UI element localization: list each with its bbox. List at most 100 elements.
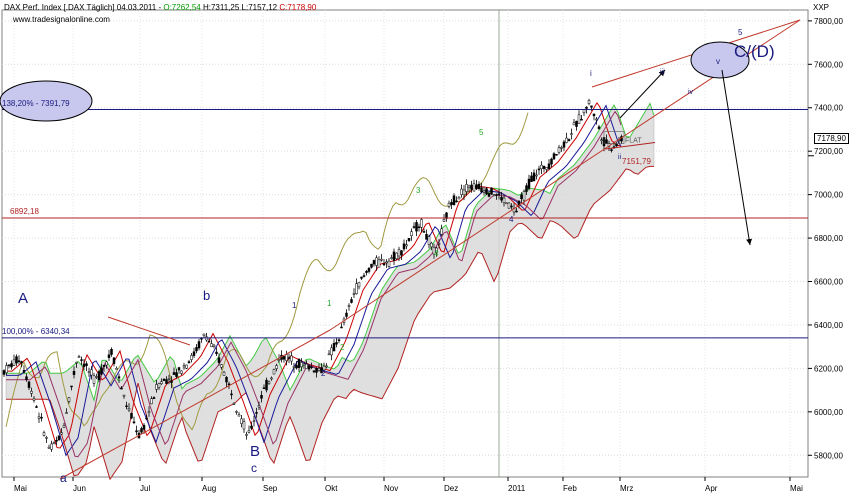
candle-body <box>232 403 236 405</box>
y-tick-label: 6800,00 <box>814 234 843 243</box>
candle-body <box>212 344 216 348</box>
wave-label-a: a <box>60 471 67 485</box>
wave-label-2: 2 <box>321 369 326 378</box>
candle-body <box>375 257 378 266</box>
x-tick-label: Apr <box>705 484 718 493</box>
green-label-4: 4 <box>434 249 439 258</box>
candle-body <box>495 194 498 196</box>
candle-body <box>170 380 173 383</box>
candle-body <box>172 372 176 375</box>
candle-body <box>392 251 396 261</box>
candle-body <box>32 398 36 401</box>
candle-body <box>425 234 428 240</box>
moving-average-1 <box>6 101 622 449</box>
candle-body <box>445 212 448 219</box>
candle-body <box>215 351 218 355</box>
candle-body <box>110 349 113 355</box>
candle-body <box>95 376 98 378</box>
candle-body <box>592 113 596 117</box>
candle-body <box>287 357 291 359</box>
candle-body <box>615 143 618 147</box>
candle-body <box>590 105 593 108</box>
candle-body <box>12 359 16 366</box>
candle-body <box>42 432 46 436</box>
candle-body <box>277 359 281 361</box>
candle-body <box>335 342 338 345</box>
candle-body <box>147 411 151 413</box>
candle-body <box>357 282 361 288</box>
candle-body <box>562 141 566 148</box>
candle-body <box>585 106 588 109</box>
candle-body <box>402 243 406 250</box>
chart-header: DAX Perf. Index [.DAX Täglich] 04.03.201… <box>4 3 316 12</box>
candle-body <box>542 165 546 169</box>
candle-body <box>145 417 148 420</box>
candle-body <box>272 369 276 375</box>
candle-body <box>30 391 33 394</box>
candle-body <box>340 326 343 329</box>
candle-body <box>107 354 111 358</box>
candle-body <box>20 361 23 364</box>
candle-body <box>75 361 78 364</box>
candle-body <box>60 432 63 435</box>
x-tick-label: Aug <box>202 484 216 493</box>
candle-body <box>220 364 223 368</box>
candle-body <box>505 202 508 205</box>
candle-body <box>105 361 108 366</box>
candle-body <box>332 343 336 352</box>
candle-body <box>557 147 561 153</box>
lagging-line <box>5 112 529 431</box>
header-title: DAX Perf. Index [.DAX Täglich] 04.03.201… <box>4 3 162 12</box>
candle-body <box>547 163 551 169</box>
candle-body <box>490 187 493 195</box>
candle-body <box>160 381 163 384</box>
candle-body <box>467 185 471 188</box>
candle-body <box>130 412 133 419</box>
candle-body <box>382 263 386 266</box>
candle-body <box>365 270 368 273</box>
candle-body <box>195 347 198 352</box>
candle-body <box>37 416 41 419</box>
candle-body <box>552 153 556 160</box>
candle-body <box>515 210 518 213</box>
candle-body <box>442 219 446 222</box>
candle-body <box>140 428 143 433</box>
candle-body <box>167 378 171 380</box>
candle-body <box>132 421 136 424</box>
candle-body <box>150 398 153 405</box>
candle-body <box>70 385 73 388</box>
candle-body <box>412 226 416 228</box>
candle-body <box>317 368 321 371</box>
candle-body <box>435 247 438 253</box>
candle-body <box>230 393 233 396</box>
candle-body <box>345 312 348 317</box>
wave-label-top5: 5 <box>738 28 743 37</box>
x-tick-label: Mai <box>14 484 27 493</box>
flat-box <box>603 131 625 144</box>
candle-body <box>260 395 263 399</box>
candle-body <box>352 293 356 295</box>
candle-body <box>97 371 101 380</box>
candle-body <box>527 178 531 189</box>
candle-body <box>217 357 221 363</box>
candle-body <box>430 242 433 248</box>
candle-body <box>25 376 28 380</box>
candle-body <box>535 174 538 177</box>
y-tick-label: 5800,00 <box>814 451 843 460</box>
axis-tag: XXP <box>813 3 830 12</box>
candle-body <box>605 139 608 144</box>
candle-body <box>545 167 548 170</box>
candle-body <box>452 195 456 205</box>
candle-body <box>267 381 271 384</box>
candle-body <box>465 184 468 192</box>
candle-body <box>127 407 131 411</box>
green-label-2: 2 <box>340 343 345 352</box>
green-label-3: 3 <box>416 186 421 195</box>
candle-body <box>72 371 76 375</box>
candle-body <box>225 376 228 383</box>
wave-label-v: v <box>716 57 720 66</box>
x-tick-label: Mrz <box>620 484 633 493</box>
candle-body <box>17 360 21 363</box>
candle-body <box>367 268 371 272</box>
